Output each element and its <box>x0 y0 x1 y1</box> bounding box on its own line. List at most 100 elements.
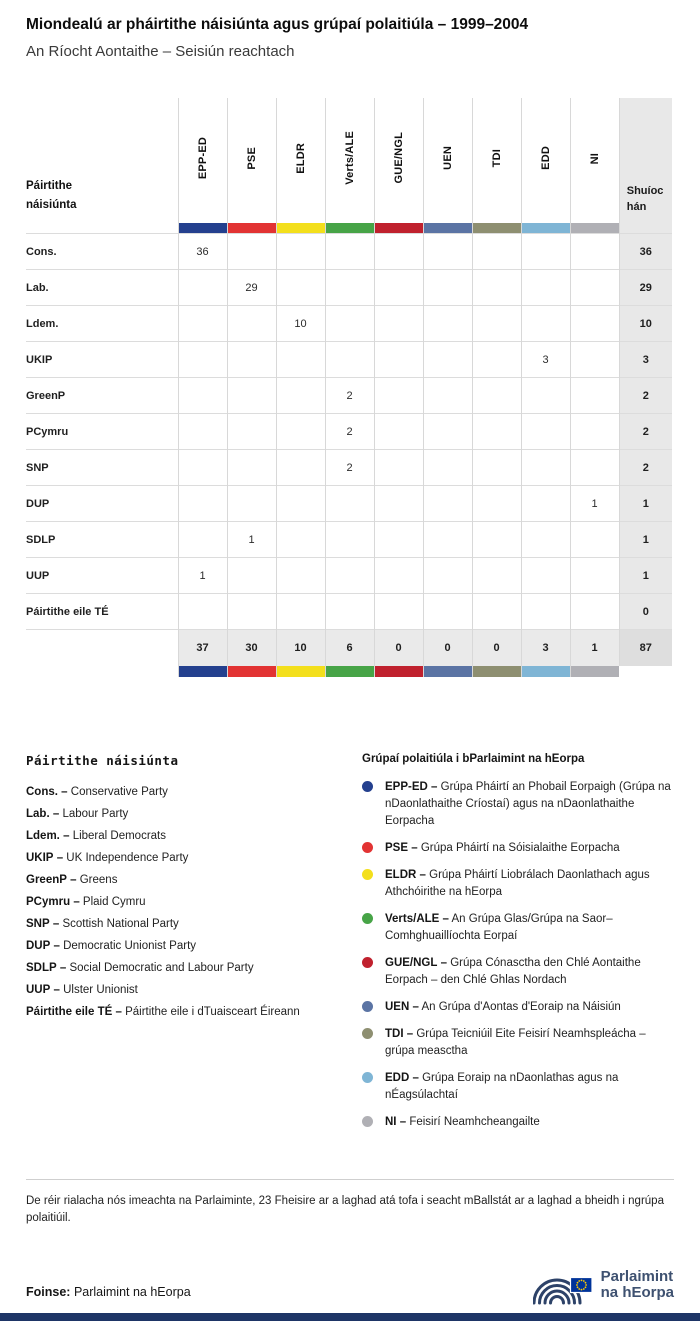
row-total: 3 <box>618 341 672 378</box>
seat-cell <box>422 413 472 450</box>
seat-cell <box>471 413 521 450</box>
seat-cell <box>422 377 472 414</box>
seat-cell <box>275 557 325 594</box>
seat-cell: 2 <box>324 449 374 486</box>
legend-party-item: UUP – Ulster Unionist <box>26 984 138 996</box>
legend-group-item: EPP-ED – Grúpa Pháirtí an Phobail Eorpai… <box>362 779 674 830</box>
table-row: UKIP 3 3 <box>26 341 672 378</box>
party-label: Lab. <box>26 269 178 306</box>
row-total: 36 <box>618 233 672 270</box>
legend-party-item: UKIP – UK Independence Party <box>26 852 189 864</box>
seat-cell <box>226 341 276 378</box>
group-column-header: PSE <box>245 146 258 170</box>
group-color-bar <box>520 223 570 234</box>
seat-cell <box>177 485 227 522</box>
party-label: PCymru <box>26 413 178 450</box>
party-label: SNP <box>26 449 178 486</box>
seat-cell <box>373 341 423 378</box>
row-total: 29 <box>618 269 672 306</box>
seat-cell <box>226 377 276 414</box>
seat-cell <box>569 521 619 558</box>
column-total: 30 <box>226 629 276 666</box>
seat-cell <box>471 521 521 558</box>
legend-group-item: ELDR – Grúpa Pháirtí Liobrálach Daonlath… <box>362 867 674 901</box>
legend-party-item: Ldem. – Liberal Democrats <box>26 830 167 842</box>
seat-cell <box>177 377 227 414</box>
party-label: GreenP <box>26 377 178 414</box>
source-label: Foinse: <box>26 1285 71 1299</box>
seat-cell <box>471 341 521 378</box>
seat-cell <box>520 233 570 270</box>
legend-parties: Páirtithe náisiúnta Cons. – Conservative… <box>26 753 348 1131</box>
seat-cell <box>520 449 570 486</box>
seat-cell <box>422 233 472 270</box>
seat-cell <box>177 413 227 450</box>
seat-cell <box>226 305 276 342</box>
seat-cell: 2 <box>324 413 374 450</box>
source-line: Foinse: Parlaimint na hEorpa <box>26 1285 191 1307</box>
seat-cell <box>520 593 570 630</box>
group-column-header: EDD <box>539 146 552 170</box>
header-row: Páirtithe náisiúnta EPP-ED PSE ELDR Vert… <box>26 98 672 223</box>
group-color-bar <box>324 666 374 677</box>
group-color-bar <box>422 223 472 234</box>
seat-cell <box>275 593 325 630</box>
group-color-bar <box>373 666 423 677</box>
seat-cell <box>569 377 619 414</box>
seat-cell <box>226 449 276 486</box>
legend-group-item: GUE/NGL – Grúpa Cónasctha den Chlé Aonta… <box>362 955 674 989</box>
seat-cell: 2 <box>324 377 374 414</box>
group-color-dot <box>362 1072 373 1083</box>
seat-cell <box>422 341 472 378</box>
column-total: 0 <box>471 629 521 666</box>
seat-cell <box>324 557 374 594</box>
seat-cell <box>324 269 374 306</box>
group-column-header: EPP-ED <box>196 136 209 180</box>
seat-cell <box>520 557 570 594</box>
seat-cell: 1 <box>226 521 276 558</box>
seat-cell <box>226 413 276 450</box>
seat-cell <box>569 269 619 306</box>
legend-parties-heading: Páirtithe náisiúnta <box>26 753 179 768</box>
column-total: 10 <box>275 629 325 666</box>
table-row: GreenP 2 2 <box>26 377 672 414</box>
group-color-bar <box>226 666 276 677</box>
party-label: SDLP <box>26 521 178 558</box>
legend-party-item: Cons. – Conservative Party <box>26 786 168 798</box>
seat-cell <box>471 557 521 594</box>
table-row: DUP 1 1 <box>26 485 672 522</box>
seat-cell <box>324 485 374 522</box>
seat-cell <box>471 233 521 270</box>
group-color-dot <box>362 913 373 924</box>
legend: Páirtithe náisiúnta Cons. – Conservative… <box>26 753 674 1131</box>
seat-cell <box>177 593 227 630</box>
table-row: UUP 1 1 <box>26 557 672 594</box>
seat-cell <box>373 593 423 630</box>
group-color-bar <box>422 666 472 677</box>
legend-groups-heading: Grúpaí polaitiúla i bParlaimint na hEorp… <box>362 753 585 765</box>
group-color-dot <box>362 781 373 792</box>
seat-cell <box>373 521 423 558</box>
group-color-bar-row <box>26 223 672 234</box>
seat-cell <box>275 449 325 486</box>
column-total: 0 <box>373 629 423 666</box>
legend-party-item: SDLP – Social Democratic and Labour Part… <box>26 962 254 974</box>
legend-party-item: PCymru – Plaid Cymru <box>26 896 146 908</box>
row-total: 2 <box>618 449 672 486</box>
grand-total: 87 <box>618 629 672 666</box>
group-color-dot <box>362 957 373 968</box>
seat-cell <box>422 593 472 630</box>
group-color-bar <box>471 223 521 234</box>
seat-cell <box>422 521 472 558</box>
group-color-dot <box>362 869 373 880</box>
source-value: Parlaimint na hEorpa <box>73 1285 191 1299</box>
row-total: 1 <box>618 557 672 594</box>
seat-cell <box>471 485 521 522</box>
group-column-header: TDI <box>490 148 503 168</box>
seat-cell <box>275 413 325 450</box>
legend-party-item: GreenP – Greens <box>26 874 118 886</box>
group-color-bar <box>177 666 227 677</box>
table-row: Cons. 36 36 <box>26 233 672 270</box>
seat-cell <box>177 269 227 306</box>
